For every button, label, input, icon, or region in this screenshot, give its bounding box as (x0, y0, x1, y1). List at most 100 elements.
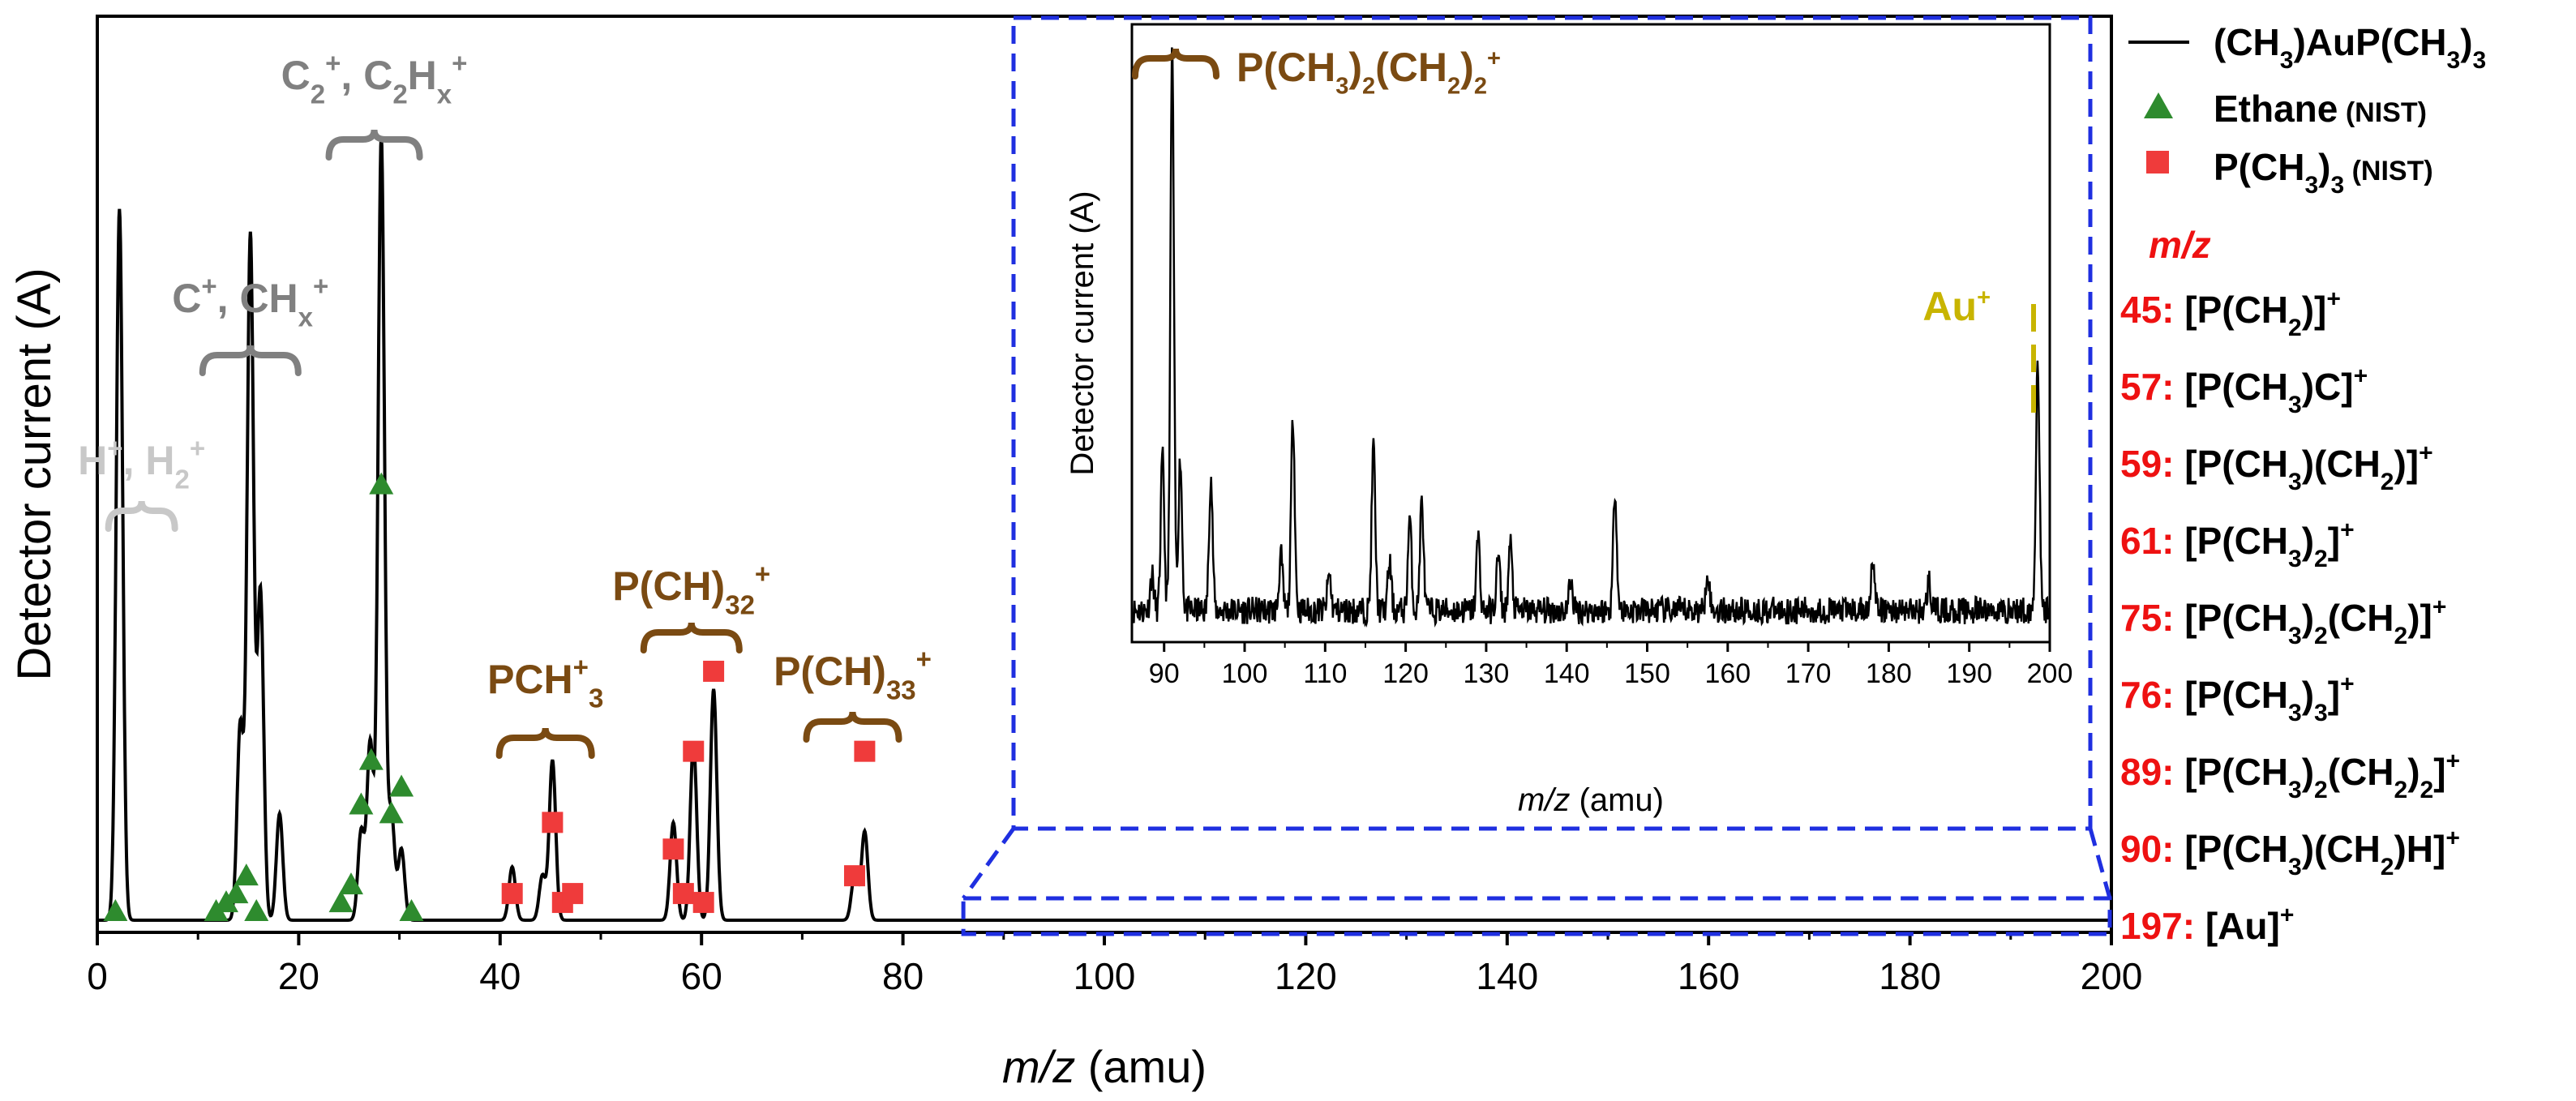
bracket (495, 727, 595, 759)
text-part: 2 (2314, 623, 2328, 649)
x-tick-label: 80 (882, 955, 924, 997)
ethane-marker (328, 890, 354, 913)
text-part: 3 (2473, 47, 2487, 74)
inset-x-tick-label: 160 (1704, 658, 1751, 689)
text-part: + (313, 271, 328, 301)
text-part: 2 (2288, 315, 2302, 341)
text-part: C (281, 53, 311, 98)
inset-x-tick-label: 200 (2027, 658, 2073, 689)
text-part: ) (1348, 45, 1362, 90)
mz-value: 197: (2120, 905, 2205, 947)
text-part: [P(CH (2184, 520, 2288, 562)
bracket (640, 622, 743, 653)
pme3-marker (692, 892, 714, 914)
text-part: ) (2302, 597, 2314, 639)
y-axis-label: Detector current (A) (8, 268, 61, 680)
text-part: 3 (1335, 73, 1348, 99)
x-tick-label: 120 (1275, 955, 1337, 997)
zoom-connector-right (2088, 828, 2112, 899)
text-part: Au (1922, 284, 1977, 329)
inset-axes-frame (1130, 23, 2051, 644)
inset-x-tick-label: 170 (1785, 658, 1832, 689)
text-part: 2 (1362, 73, 1375, 99)
text-part: [P(CH (2184, 443, 2288, 485)
text-part: PCH (487, 657, 573, 702)
ethane-marker (379, 801, 404, 824)
text-part: P(CH (774, 649, 872, 694)
mz-value: 59: (2120, 443, 2184, 485)
text-part: [P(CH (2184, 597, 2288, 639)
inset-x-tick-label: 190 (1946, 658, 1992, 689)
ethane-marker (224, 881, 249, 904)
text-part: 3 (2304, 172, 2318, 199)
bracket (199, 345, 302, 376)
text-part: [P(CH (2184, 751, 2288, 793)
text-part: [P(CH (2184, 366, 2288, 408)
text-part: ) (2407, 751, 2420, 793)
text-part: )] (2394, 443, 2419, 485)
text-part: , C (341, 53, 392, 98)
inset-x-label-var: m/z (1518, 782, 1570, 818)
text-part: (CH (2214, 21, 2280, 63)
text-part: ) (872, 649, 886, 694)
ethane-marker (369, 472, 394, 495)
inset-x-tick-label: 150 (1624, 658, 1670, 689)
pme3-marker (843, 865, 865, 887)
mz-value: 76: (2120, 674, 2184, 716)
text-part: + (325, 48, 341, 78)
main-plot: 0 20 40 60 80 100 120 140 160 180 200 m/z (amu) Dete… (8, 15, 2143, 1092)
ethane-marker (234, 863, 259, 886)
x-tick-label: 40 (479, 955, 521, 997)
x-tick-label: 200 (2081, 955, 2143, 997)
text-part: [Au] (2205, 905, 2280, 947)
ethane-marker (244, 899, 269, 922)
mz-value: 61: (2120, 520, 2184, 562)
pme3-marker (501, 883, 523, 905)
text-part: + (1977, 285, 1991, 311)
peak-annotation: C+, CHx+ (172, 271, 328, 332)
inset-x-tick-label: 140 (1544, 658, 1590, 689)
ethane-marker (389, 774, 414, 797)
text-part: )C] (2302, 366, 2354, 408)
text-part: ) (712, 563, 726, 609)
ethane-marker (349, 792, 374, 815)
text-part: 3 (2288, 469, 2302, 495)
text-part: (CH (1375, 45, 1447, 90)
text-part: 3 (2288, 854, 2302, 880)
mz-table-row: 76: [P(CH3)3]+ (2120, 671, 2355, 726)
pme3-marker (854, 740, 876, 762)
peak-annotation: C2+, C2Hx+ (281, 48, 468, 109)
mz-table-header: m/z (2149, 224, 2211, 266)
text-part: + (201, 271, 216, 301)
text-part: ) (2302, 674, 2314, 716)
bracket (803, 711, 902, 743)
text-part: 3 (901, 675, 915, 705)
text-part: 2 (311, 79, 325, 109)
text-part: ] (2328, 520, 2340, 562)
text-part: )AuP(CH (2293, 21, 2446, 63)
text-part: 3 (2280, 47, 2294, 74)
text-part: 2 (2314, 546, 2328, 572)
text-part: ) (2460, 21, 2472, 63)
text-part: 3 (2288, 777, 2302, 803)
text-part: 2 (1447, 73, 1460, 99)
text-part: + (2432, 594, 2447, 621)
text-part: 2 (2381, 469, 2394, 495)
mz-table-row: 57: [P(CH3)C]+ (2120, 363, 2368, 418)
peak-annotation: H+, H2+ (78, 433, 205, 495)
text-part: (NIST) (2338, 97, 2427, 128)
text-part: 2 (2420, 777, 2434, 803)
x-axis-label: m/z (amu) (1002, 1041, 1207, 1092)
bracket (325, 129, 423, 161)
text-part: 3 (2288, 546, 2302, 572)
ethane-marker (358, 748, 384, 770)
ion-formula: [P(CH3)(CH2)H]+ (2184, 825, 2460, 880)
bracket (105, 500, 178, 532)
inset-zoom-box (1011, 15, 2093, 831)
text-part: C (172, 276, 201, 321)
ion-formula: [P(CH3)3]+ (2184, 671, 2354, 726)
text-part: [P(CH (2184, 289, 2288, 331)
text-part: 3 (2288, 623, 2302, 649)
ion-formula: [P(CH3)(CH2)]+ (2184, 440, 2432, 495)
